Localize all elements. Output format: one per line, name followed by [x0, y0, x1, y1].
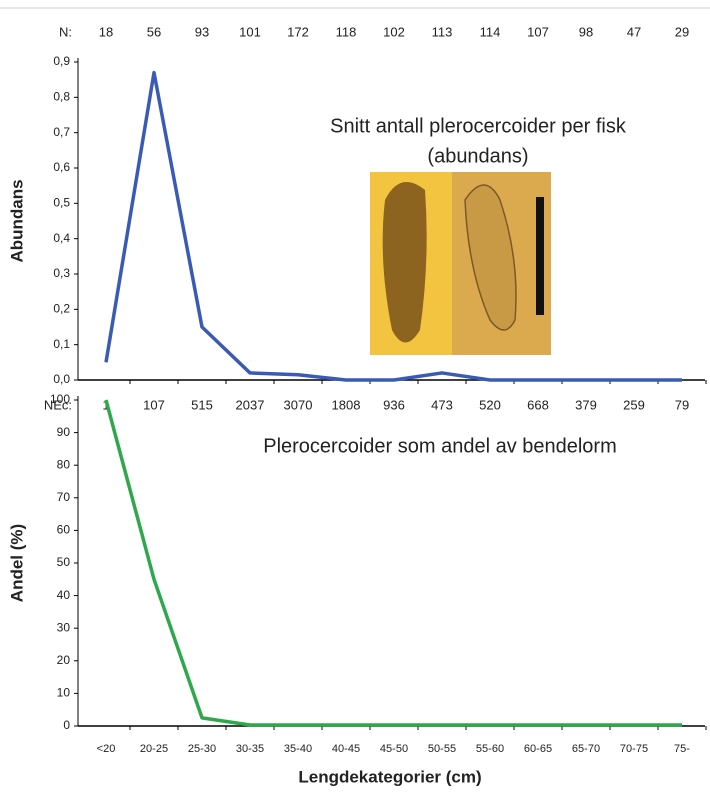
count-value: 1808 [332, 397, 361, 412]
count-value: 668 [527, 397, 549, 412]
chart-title: Snitt antall plerocercoider per fisk [330, 115, 627, 137]
count-value: 79 [675, 397, 689, 412]
y-tick-label: 0,6 [53, 160, 70, 174]
x-axis-title: Lengdekategorier (cm) [298, 767, 481, 786]
y-tick-label: 20 [57, 653, 71, 667]
y-tick-label: 30 [57, 620, 71, 634]
count-value: 172 [287, 24, 309, 39]
y-tick-label: 60 [57, 523, 71, 537]
count-value: 56 [147, 24, 161, 39]
chart-subtitle: (abundans) [427, 145, 528, 167]
x-tick-label: 20-25 [140, 743, 168, 755]
x-tick-label: 45-50 [380, 743, 408, 755]
x-tick-label: 70-75 [620, 743, 648, 755]
count-value: 102 [383, 24, 405, 39]
count-label: N: [59, 24, 72, 39]
count-value: 515 [191, 397, 213, 412]
y-tick-label: 0,7 [53, 125, 70, 139]
x-tick-label: 60-65 [524, 743, 552, 755]
count-value: 18 [99, 24, 113, 39]
x-tick-label: 35-40 [284, 743, 312, 755]
y-tick-label: 0,2 [53, 302, 70, 316]
x-tick-label: 50-55 [428, 743, 456, 755]
y-tick-label: 0,8 [53, 90, 70, 104]
x-tick-label: <20 [97, 743, 116, 755]
x-tick-label: 25-30 [188, 743, 216, 755]
specimen-photo [370, 172, 551, 355]
count-value: 3070 [284, 397, 313, 412]
y-tick-label: 0,9 [53, 54, 70, 68]
x-tick-label: 30-35 [236, 743, 264, 755]
x-tick-label: 75- [674, 743, 690, 755]
count-value: 2037 [236, 397, 265, 412]
count-value: 98 [579, 24, 593, 39]
x-tick-label: 40-45 [332, 743, 360, 755]
count-value: 107 [143, 397, 165, 412]
y-tick-label: 80 [57, 457, 71, 471]
count-value: 113 [432, 24, 453, 39]
count-label: NEc: [44, 397, 72, 412]
count-value: 101 [239, 24, 261, 39]
y-tick-label: 0,3 [53, 266, 70, 280]
count-value: 936 [383, 397, 405, 412]
data-line [104, 70, 682, 382]
y-tick-label: 0,4 [53, 231, 70, 245]
chart-title: Plerocercoider som andel av bendelorm [263, 435, 617, 457]
y-tick-label: 10 [57, 686, 71, 700]
count-value: 473 [431, 397, 453, 412]
y-tick-label: 0,0 [53, 372, 70, 386]
count-value: 118 [336, 24, 357, 39]
count-value: 114 [480, 24, 501, 39]
y-axis-title: Abundans [7, 179, 26, 262]
count-value: 29 [675, 24, 689, 39]
y-tick-label: 100 [50, 392, 70, 406]
count-value: 259 [623, 397, 645, 412]
y-tick-label: 50 [57, 555, 71, 569]
count-value: 107 [527, 24, 549, 39]
count-value: 379 [575, 397, 597, 412]
y-tick-label: 40 [57, 588, 71, 602]
y-tick-label: 0,5 [53, 196, 70, 210]
x-tick-label: 65-70 [572, 743, 600, 755]
x-tick-label: 55-60 [476, 743, 504, 755]
count-value: 47 [627, 24, 641, 39]
data-line [104, 399, 682, 727]
y-tick-label: 70 [57, 490, 71, 504]
y-tick-label: 90 [57, 425, 71, 439]
count-value: 520 [479, 397, 501, 412]
y-tick-label: 0,1 [53, 337, 70, 351]
y-axis-title: Andel (%) [7, 524, 26, 602]
y-tick-label: 0 [63, 718, 70, 732]
count-value: 93 [195, 24, 209, 39]
